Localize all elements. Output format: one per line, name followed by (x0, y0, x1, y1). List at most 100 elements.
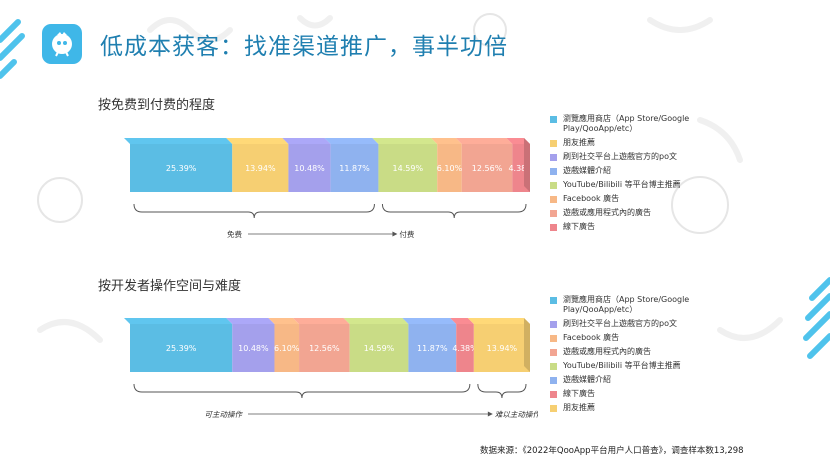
legend-swatch (550, 363, 557, 370)
grouping-brace (477, 383, 527, 399)
legend-swatch (550, 182, 557, 189)
axis-arrow-head (392, 231, 398, 237)
legend-label: Facebook 廣告 (563, 333, 620, 342)
axis-right-label: 难以主动操作 (495, 410, 538, 419)
legend-label: 瀏覽應用商店（App Store/Google Play/QooApp/etc） (563, 114, 690, 133)
axis-left-label: 可主动操作 (205, 410, 244, 419)
legend-label: 線下廣告 (563, 389, 595, 398)
legend-label: 線下廣告 (563, 222, 595, 231)
bar-value-label: 13.94% (245, 164, 276, 173)
bar-segment-6: 6.10% (431, 138, 463, 192)
legend-item: 刷到社交平台上遊戲官方的po文 (550, 319, 713, 329)
chart-2-legend: 瀏覽應用商店（App Store/Google Play/QooApp/etc）… (550, 295, 713, 417)
chart-2-title: 按开发者操作空间与难度 (98, 279, 242, 294)
legend-swatch (550, 349, 557, 356)
legend-swatch (550, 297, 557, 304)
legend-item: Facebook 廣告 (550, 333, 713, 343)
header: 低成本获客：找准渠道推广，事半功倍 (42, 24, 508, 64)
legend-item: 遊戲或應用程式內的廣告 (550, 347, 713, 357)
legend-label: YouTube/Bilibili 等平台博主推薦 (563, 180, 681, 189)
legend-item: 瀏覽應用商店（App Store/Google Play/QooApp/etc） (550, 295, 713, 315)
legend-label: 瀏覽應用商店（App Store/Google Play/QooApp/etc） (563, 295, 690, 314)
legend-item: 刷到社交平台上遊戲官方的po文 (550, 152, 713, 162)
legend-swatch (550, 405, 557, 412)
legend-item: 線下廣告 (550, 222, 713, 232)
legend-swatch (550, 116, 557, 123)
legend-label: 刷到社交平台上遊戲官方的po文 (563, 152, 677, 161)
bar-value-label: 6.10% (274, 344, 300, 353)
bar-value-label: 25.39% (166, 164, 197, 173)
bar-segment-7: 4.38% (450, 318, 478, 372)
chart-free-to-paid: 25.39% 13.94% 10.48% 11.87% 14.59% 6.10% 12.56… (124, 138, 534, 239)
legend-swatch (550, 154, 557, 161)
legend-item: 遊戲媒體介紹 (550, 375, 713, 385)
legend-label: 遊戲媒體介紹 (563, 166, 611, 175)
bar-segment-5: 14.59% (343, 318, 409, 372)
legend-label: 遊戲媒體介紹 (563, 375, 611, 384)
bar-value-label: 4.38% (452, 344, 478, 353)
legend-label: 朋友推薦 (563, 403, 595, 412)
bar-side-face (524, 138, 530, 192)
legend-item: 朋友推薦 (550, 138, 713, 148)
page-title: 低成本获客：找准渠道推广，事半功倍 (100, 34, 508, 60)
bar-segment-2: 13.94% (226, 138, 289, 192)
legend-label: YouTube/Bilibili 等平台博主推薦 (563, 361, 681, 370)
bar-segment-1: 25.39% (124, 138, 233, 192)
bar-value-label: 25.39% (166, 344, 197, 353)
legend-item: 遊戲或應用程式內的廣告 (550, 208, 713, 218)
chart-operability: 25.39% 10.48% 6.10% 12.56% 14.59% 11.87% 4.38%… (124, 318, 538, 419)
bar-segment-5: 14.59% (372, 138, 438, 192)
legend-item: Facebook 廣告 (550, 194, 713, 204)
legend-item: 遊戲媒體介紹 (550, 166, 713, 176)
axis-arrow-head (487, 411, 493, 417)
axis-right-label: 付费 (399, 229, 414, 239)
axis-left-label: 免费 (227, 229, 242, 239)
bar-segment-3: 6.10% (268, 318, 300, 372)
legend-swatch (550, 224, 557, 231)
bar-value-label: 4.38% (508, 164, 534, 173)
legend-item: YouTube/Bilibili 等平台博主推薦 (550, 361, 713, 371)
bar-value-label: 10.48% (294, 164, 325, 173)
chart-1-title: 按免费到付费的程度 (98, 98, 216, 113)
bar-value-label: 11.87% (417, 344, 448, 353)
bar-segment-1: 25.39% (124, 318, 233, 372)
legend-item: 朋友推薦 (550, 403, 713, 413)
bar-segment-7: 12.56% (455, 138, 513, 192)
legend-swatch (550, 391, 557, 398)
legend-swatch (550, 321, 557, 328)
bar-value-label: 12.56% (472, 164, 503, 173)
bar-value-label: 11.87% (339, 164, 370, 173)
bar-segment-2: 10.48% (226, 318, 275, 372)
bar-value-label: 14.59% (393, 164, 424, 173)
legend-swatch (550, 335, 557, 342)
bar-value-label: 10.48% (238, 344, 269, 353)
bar-segment-4: 11.87% (324, 138, 379, 192)
legend-swatch (550, 377, 557, 384)
data-source-note: 数据来源：《2022年QooApp平台用户人口普查》，调查样本数13,298 (480, 446, 744, 456)
chart-1-legend: 瀏覽應用商店（App Store/Google Play/QooApp/etc）… (550, 114, 713, 236)
legend-label: Facebook 廣告 (563, 194, 620, 203)
legend-label: 刷到社交平台上遊戲官方的po文 (563, 319, 677, 328)
bar-segment-4: 12.56% (293, 318, 350, 372)
legend-item: 瀏覽應用商店（App Store/Google Play/QooApp/etc） (550, 114, 713, 134)
bar-side-face (524, 318, 530, 372)
legend-label: 遊戲或應用程式內的廣告 (563, 347, 651, 356)
qooapp-logo-icon (42, 24, 82, 64)
bar-value-label: 6.10% (437, 164, 463, 173)
legend-item: YouTube/Bilibili 等平台博主推薦 (550, 180, 713, 190)
legend-swatch (550, 210, 557, 217)
grouping-brace (381, 203, 527, 219)
bar-segment-8: 13.94% (467, 318, 530, 372)
bar-value-label: 13.94% (487, 344, 518, 353)
legend-label: 朋友推薦 (563, 138, 595, 147)
bar-value-label: 12.56% (309, 344, 340, 353)
legend-swatch (550, 168, 557, 175)
legend-swatch (550, 196, 557, 203)
bar-segment-3: 10.48% (282, 138, 331, 192)
bar-value-label: 14.59% (364, 344, 395, 353)
bar-segment-6: 11.87% (402, 318, 457, 372)
grouping-brace (133, 203, 375, 219)
legend-swatch (550, 140, 557, 147)
grouping-brace (133, 383, 471, 399)
legend-item: 線下廣告 (550, 389, 713, 399)
